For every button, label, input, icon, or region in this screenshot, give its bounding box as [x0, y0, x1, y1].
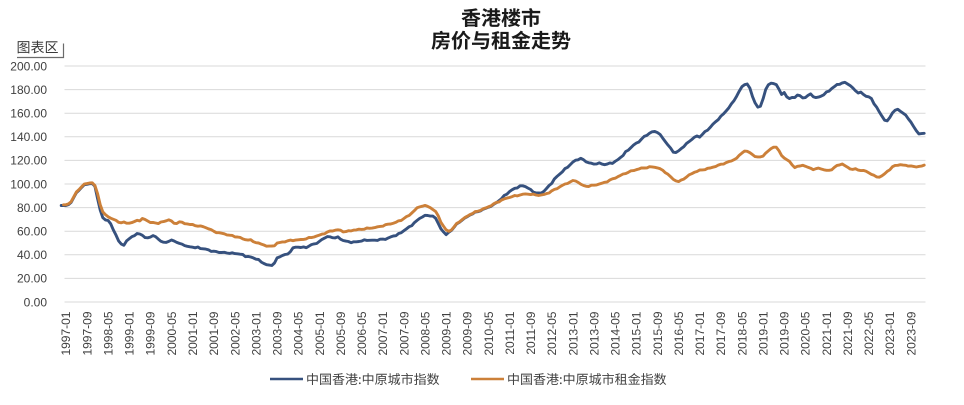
svg-text:2015-09: 2015-09 — [651, 311, 665, 355]
svg-text:80.00: 80.00 — [17, 201, 47, 215]
svg-text:160.00: 160.00 — [10, 107, 47, 121]
svg-text:200.00: 200.00 — [10, 59, 47, 73]
svg-text:1997-01: 1997-01 — [59, 311, 73, 355]
svg-text:2021-01: 2021-01 — [820, 311, 834, 355]
svg-text:1997-09: 1997-09 — [80, 311, 94, 355]
svg-text:2021-09: 2021-09 — [841, 311, 855, 355]
svg-text:2007-09: 2007-09 — [397, 311, 411, 355]
svg-text:2013-09: 2013-09 — [587, 311, 601, 355]
svg-text:2010-05: 2010-05 — [482, 311, 496, 355]
svg-text:2004-05: 2004-05 — [292, 311, 306, 355]
svg-text:2016-05: 2016-05 — [672, 311, 686, 355]
svg-text:0.00: 0.00 — [24, 295, 48, 309]
svg-text:2019-01: 2019-01 — [757, 311, 771, 355]
svg-text:2015-01: 2015-01 — [630, 311, 644, 355]
svg-text:1999-09: 1999-09 — [144, 311, 158, 355]
svg-text:2009-09: 2009-09 — [461, 311, 475, 355]
svg-text:2017-01: 2017-01 — [693, 311, 707, 355]
svg-text:2003-09: 2003-09 — [271, 311, 285, 355]
svg-text:2017-09: 2017-09 — [714, 311, 728, 355]
svg-text:2002-05: 2002-05 — [228, 311, 242, 355]
svg-text:2003-01: 2003-01 — [249, 311, 263, 355]
svg-text:2013-01: 2013-01 — [566, 311, 580, 355]
svg-text:2018-05: 2018-05 — [735, 311, 749, 355]
svg-text:2000-05: 2000-05 — [165, 311, 179, 355]
svg-text:60.00: 60.00 — [17, 225, 47, 239]
svg-text:2011-09: 2011-09 — [524, 311, 538, 354]
svg-text:2022-05: 2022-05 — [862, 311, 876, 355]
svg-text:2009-01: 2009-01 — [440, 311, 454, 355]
svg-text:120.00: 120.00 — [10, 154, 47, 168]
svg-text:2020-05: 2020-05 — [799, 311, 813, 355]
svg-text:2023-09: 2023-09 — [904, 311, 918, 355]
svg-text:2001-01: 2001-01 — [186, 311, 200, 355]
svg-text:2023-01: 2023-01 — [883, 311, 897, 355]
svg-text:20.00: 20.00 — [17, 272, 47, 286]
svg-text:2019-09: 2019-09 — [778, 311, 792, 355]
svg-text:40.00: 40.00 — [17, 248, 47, 262]
svg-text:2011-01: 2011-01 — [503, 311, 517, 354]
svg-text:1998-05: 1998-05 — [102, 311, 116, 355]
svg-text:2008-05: 2008-05 — [418, 311, 432, 355]
svg-text:1999-01: 1999-01 — [123, 311, 137, 355]
svg-text:140.00: 140.00 — [10, 130, 47, 144]
svg-text:2005-01: 2005-01 — [313, 311, 327, 355]
svg-text:2007-01: 2007-01 — [376, 311, 390, 355]
svg-text:2005-09: 2005-09 — [334, 311, 348, 355]
svg-text:2001-09: 2001-09 — [207, 311, 221, 355]
svg-text:2014-05: 2014-05 — [609, 311, 623, 355]
svg-text:2006-05: 2006-05 — [355, 311, 369, 355]
svg-text:180.00: 180.00 — [10, 83, 47, 97]
svg-text:100.00: 100.00 — [10, 177, 47, 191]
svg-text:2012-05: 2012-05 — [545, 311, 559, 355]
